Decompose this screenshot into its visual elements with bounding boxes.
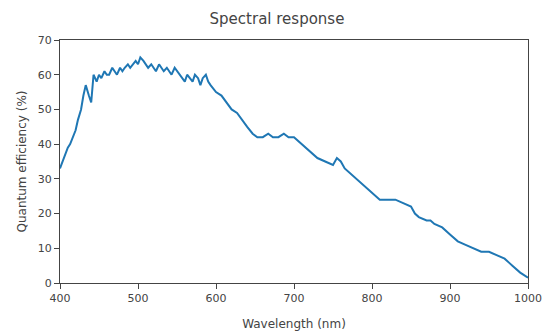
svg-text:20: 20	[38, 207, 52, 220]
svg-text:30: 30	[38, 173, 52, 186]
svg-text:Quantum efficiency (%): Quantum efficiency (%)	[15, 90, 29, 232]
svg-text:Spectral response: Spectral response	[210, 10, 345, 28]
svg-text:0: 0	[45, 277, 52, 290]
svg-text:60: 60	[38, 69, 52, 82]
svg-text:900: 900	[440, 292, 461, 305]
svg-text:10: 10	[38, 242, 52, 255]
svg-text:500: 500	[128, 292, 149, 305]
svg-text:700: 700	[284, 292, 305, 305]
svg-text:800: 800	[362, 292, 383, 305]
svg-text:400: 400	[50, 292, 71, 305]
svg-text:600: 600	[206, 292, 227, 305]
svg-text:1000: 1000	[514, 292, 542, 305]
svg-text:50: 50	[38, 103, 52, 116]
svg-text:70: 70	[38, 34, 52, 47]
svg-text:40: 40	[38, 138, 52, 151]
svg-text:Wavelength (nm): Wavelength (nm)	[242, 317, 346, 331]
